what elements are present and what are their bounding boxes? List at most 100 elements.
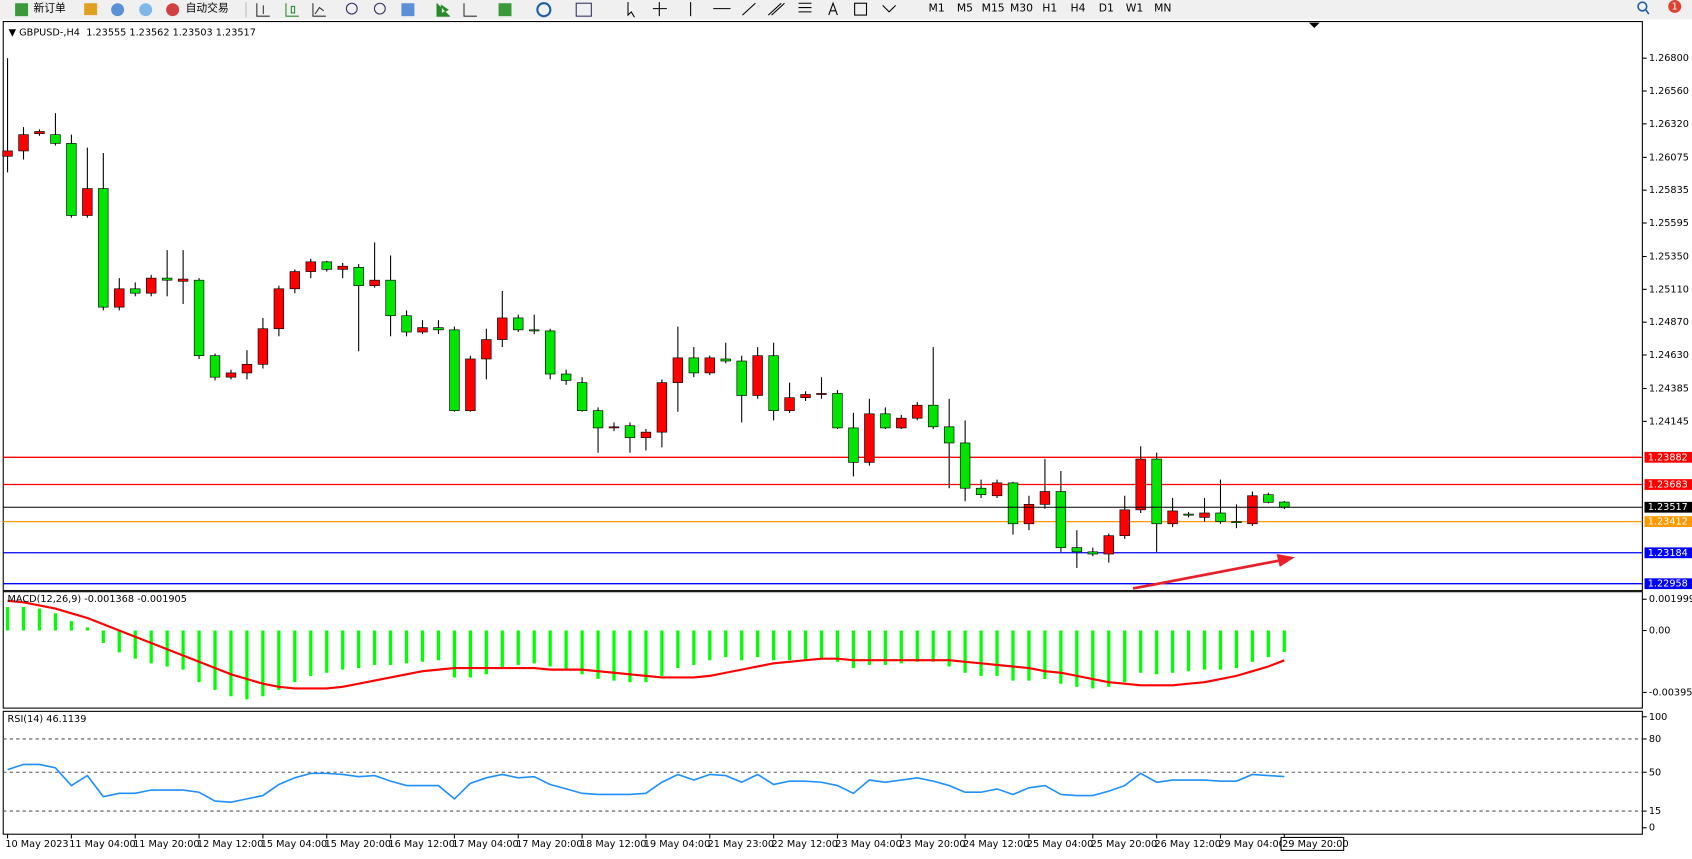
- candle-body: [832, 393, 843, 429]
- arrows-icon[interactable]: [882, 5, 897, 13]
- new-order-label[interactable]: 新订单: [33, 2, 66, 15]
- candle-body: [640, 431, 652, 438]
- candle-body: [50, 134, 61, 144]
- arrow-shaft: [1132, 559, 1281, 590]
- candle-body: [385, 279, 396, 317]
- candle-body: [98, 188, 109, 308]
- candle-body: [991, 482, 1003, 497]
- macd-legend: MACD(12,26,9) -0.001368 -0.001905: [8, 594, 187, 605]
- y-tick-label: 1.26075: [1649, 152, 1689, 163]
- candle-body: [34, 131, 45, 135]
- icon[interactable]: [345, 2, 358, 15]
- candle-body: [1247, 495, 1258, 525]
- candle-body: [720, 358, 731, 362]
- candle-body: [114, 288, 125, 308]
- icon[interactable]: [498, 3, 512, 17]
- icon[interactable]: [285, 3, 299, 17]
- y-tick-label: 1.24145: [1649, 416, 1689, 427]
- candle-body: [1055, 491, 1067, 548]
- search-icon[interactable]: [1637, 1, 1648, 12]
- timeframe-button[interactable]: W1: [1126, 2, 1144, 15]
- y-tick-label: 1.26560: [1649, 86, 1689, 97]
- timeframe-button[interactable]: M30: [1010, 2, 1033, 15]
- annotation-arrow: [1132, 553, 1295, 590]
- timeframe-button[interactable]: D1: [1099, 2, 1114, 15]
- candle-body: [2, 150, 13, 157]
- candle-body: [816, 393, 827, 395]
- candle-body: [752, 355, 763, 396]
- timeframe-button[interactable]: M15: [982, 2, 1005, 15]
- new-order-button[interactable]: 新订单: [15, 2, 66, 17]
- signal-line: [7, 599, 1285, 690]
- candle-body: [545, 330, 556, 375]
- timeframe-button[interactable]: M5: [957, 2, 973, 15]
- icon[interactable]: [401, 3, 415, 17]
- timeframe-button[interactable]: H4: [1071, 2, 1086, 15]
- candle-body: [1135, 458, 1146, 511]
- x-tick-label: 17 May 04:00: [452, 839, 518, 850]
- channel-icon[interactable]: [767, 2, 785, 16]
- notification-count[interactable]: 1: [1672, 1, 1678, 12]
- candle-body: [848, 427, 859, 463]
- icon[interactable]: [84, 3, 98, 16]
- level-label: 1.23683: [1648, 480, 1688, 491]
- auto-trading-button[interactable]: 自动交易: [166, 2, 229, 17]
- text-icon[interactable]: [828, 1, 838, 16]
- y-tick-label: 100: [1649, 712, 1668, 723]
- icon: [166, 3, 180, 17]
- candle-body: [146, 277, 157, 294]
- auto-trading-label[interactable]: 自动交易: [186, 2, 229, 15]
- crosshair-icon[interactable]: [652, 2, 667, 17]
- toolbar-bg: [0, 0, 1692, 20]
- macd-last: -0.001368: [84, 594, 134, 605]
- price-label: 1.23517: [1648, 502, 1688, 513]
- icon[interactable]: [312, 3, 326, 17]
- x-tick-label: 17 May 20:00: [516, 839, 582, 850]
- candle-body: [289, 271, 301, 290]
- x-tick-label: 25 May 20:00: [1091, 839, 1157, 850]
- y-tick-label: 1.26320: [1649, 119, 1689, 130]
- x-tick-label: 19 May 04:00: [644, 839, 710, 850]
- trendline-icon[interactable]: [742, 2, 756, 16]
- label-icon[interactable]: [854, 2, 868, 16]
- icon[interactable]: [463, 3, 477, 17]
- main-pane-border: [2, 21, 1643, 592]
- icon[interactable]: [111, 3, 125, 17]
- notification-badge[interactable]: [1668, 0, 1682, 13]
- rsi-name: RSI(14): [8, 714, 44, 725]
- candle-body: [1103, 535, 1114, 555]
- candle-body: [768, 355, 779, 411]
- icon[interactable]: [373, 2, 386, 15]
- y-tick-label: 1.24870: [1649, 317, 1689, 328]
- candle-body: [353, 267, 364, 286]
- timeframe-button[interactable]: M1: [929, 2, 945, 15]
- symbol: GBPUSD-,H4: [19, 27, 80, 38]
- icon[interactable]: [256, 3, 270, 17]
- fibo-icon[interactable]: [798, 2, 812, 13]
- y-tick-label: 50: [1649, 767, 1661, 778]
- timeframe-button[interactable]: H1: [1042, 2, 1057, 15]
- icon[interactable]: [575, 2, 592, 17]
- level-label: 1.23412: [1648, 517, 1688, 528]
- icon[interactable]: [436, 3, 450, 17]
- macd-pane-border: [2, 591, 1643, 709]
- candle-body: [177, 278, 189, 282]
- candle-body: [18, 134, 29, 152]
- candle-body: [1023, 504, 1035, 525]
- icon[interactable]: [536, 2, 552, 18]
- x-tick-label: 12 May 12:00: [197, 839, 263, 850]
- cursor-icon[interactable]: [627, 2, 635, 18]
- candle-body: [337, 265, 348, 270]
- icon[interactable]: [139, 3, 153, 17]
- timeframe-button[interactable]: MN: [1154, 2, 1171, 15]
- price-label-bg: [1644, 501, 1692, 513]
- candle-body: [225, 372, 237, 378]
- last-close: 1.23517: [216, 27, 256, 38]
- level-label: 1.23184: [1648, 548, 1688, 559]
- candle-body: [1039, 491, 1051, 505]
- y-tick-label: -0.003958: [1649, 687, 1692, 698]
- plot-layer: 1.26800 1.26560 1.26320 1.26075 1.25835 1.255…: [2, 53, 1692, 851]
- x-tick-label: 24 May 12:00: [963, 839, 1029, 850]
- candle-body: [704, 357, 715, 374]
- candle-body: [959, 442, 971, 489]
